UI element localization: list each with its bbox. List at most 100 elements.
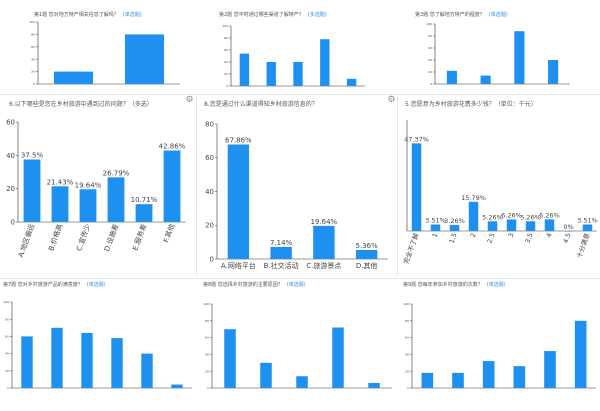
gear-icon[interactable]: ⚙	[185, 95, 194, 105]
bar	[525, 221, 536, 231]
x-tick-label: 2	[469, 232, 478, 239]
chart-panel-4: 6.以下哪些是您在乡村旅游中遇到过的问题？（多选） 0 20 40 60 37.5% A.…	[0, 96, 190, 276]
y-tick-label: 60	[205, 336, 209, 340]
y-tick-label: 100	[403, 302, 409, 306]
data-label: 3.26%	[444, 217, 465, 225]
chart-title-link[interactable]: (多选题)	[307, 12, 327, 18]
chart-title-text: 第1题 您对地方特产相关信息了解吗？	[34, 12, 119, 18]
chart-svg-4: 0 20 40 60 37.5% A.地区偏远 21.43% B.价格高 19.64% C.宣传少…	[6, 118, 186, 259]
chart-svg-5: 0 20 40 60 80 67.86% A.网络平台 7.14% B.社交活动 19.64% C.…	[205, 120, 388, 270]
bar	[506, 219, 517, 231]
y-tick-label: 40	[405, 352, 409, 356]
chart-title: 8.您是通过什么渠道得知乡村旅游信息的？	[204, 99, 318, 108]
data-label: 37.5%	[21, 152, 44, 160]
x-tick-label: 1.5	[448, 232, 459, 244]
column-divider	[397, 96, 398, 276]
x-tick-label: E.服务差	[130, 223, 148, 252]
bar	[332, 327, 344, 388]
y-tick-label: 40	[205, 352, 209, 356]
bar	[107, 177, 125, 222]
data-label: 42.86%	[159, 143, 186, 151]
data-label: 26.79%	[103, 169, 130, 177]
y-tick-label: 100	[426, 22, 432, 26]
y-tick-label: 40	[6, 152, 15, 160]
y-tick-label: 40	[428, 58, 432, 62]
y-tick-label: 80	[224, 36, 228, 40]
bar	[574, 320, 587, 388]
bar	[421, 372, 434, 388]
y-tick-label: 20	[205, 369, 209, 373]
y-tick-label: 60	[6, 118, 15, 126]
chart-title-link[interactable]: (单选题)	[86, 282, 106, 288]
bar	[239, 53, 250, 86]
chart-title-link[interactable]: (单选题)	[122, 12, 142, 18]
y-tick-label: 60	[31, 45, 35, 49]
chart-title: 6.以下哪些是您在乡村旅游中遇到过的问题？（多选）	[9, 99, 153, 108]
bar	[171, 384, 183, 388]
gear-icon[interactable]: ⚙	[387, 95, 396, 105]
y-tick-label: 80	[31, 32, 35, 36]
x-tick-label: D.其他	[356, 261, 378, 270]
bar	[135, 204, 153, 222]
data-label: 10.71%	[131, 196, 158, 204]
y-tick-label: 60	[405, 336, 409, 340]
x-tick-label: F.其他	[161, 223, 176, 244]
x-tick-label: 完全不了解	[401, 231, 421, 265]
bar	[163, 150, 181, 222]
bar	[21, 336, 33, 388]
chart-title-text: 第2题 您平时通过哪些渠道了解特产？	[219, 12, 304, 18]
bar	[124, 34, 165, 84]
column-divider	[196, 96, 197, 276]
data-label: 67.86%	[225, 136, 252, 144]
chart-title-text: 5.您愿意为乡村旅游花费多少钱？（单位：千元）	[405, 101, 537, 108]
bar	[111, 338, 123, 388]
bar	[51, 327, 63, 388]
bar	[270, 246, 292, 259]
chart-title: 第9题 您每年参加乡村旅游的次数？ (单选题)	[403, 281, 506, 288]
data-label: 7.14%	[270, 239, 293, 247]
x-tick-label: 4.5	[562, 232, 573, 244]
bar	[430, 224, 441, 231]
x-tick-label: A.网络平台	[221, 261, 256, 270]
bar	[296, 376, 308, 388]
chart-panel-3: 第3题 您了解地方特产的程度？ (单选题) 0 20 40 60 80 100	[405, 0, 600, 90]
bar	[482, 361, 495, 388]
chart-title-text: 6.以下哪些是您在乡村旅游中遇到过的问题？（多选）	[9, 101, 153, 108]
chart-title-link[interactable]: (单选题)	[486, 282, 506, 288]
chart-panel-7: 第7题 您对乡村旅游产品的满意度？ (单选题) 0 20 40 60 80 100	[0, 280, 195, 411]
data-label: 3.51%	[577, 217, 598, 225]
chart-title: 第7题 您对乡村旅游产品的满意度？ (单选题)	[3, 281, 106, 288]
chart-title-link[interactable]: (单选题)	[488, 12, 508, 18]
bar	[79, 189, 97, 222]
bar	[563, 231, 574, 232]
bar	[293, 62, 303, 86]
y-tick-label: 0	[7, 386, 9, 390]
chart-title-text: 第8题 您选择乡村旅游的主要原因？	[203, 282, 283, 288]
data-label: 47.37%	[404, 135, 429, 143]
x-tick-label: A.地区偏远	[16, 223, 36, 259]
chart-svg-6: 47.37% 完全不了解 3.51% 1 3.26% 1.5 15.79% 2 5.26% 2.5…	[401, 120, 598, 265]
y-tick-label: 20	[6, 185, 15, 193]
chart-svg-1: 0 20 40 60 80 100	[29, 20, 180, 86]
bar	[544, 219, 555, 231]
bar	[411, 143, 422, 231]
data-label: 6.26%	[501, 211, 522, 219]
y-tick-label: 80	[205, 120, 214, 128]
y-tick-label: 40	[224, 60, 228, 64]
bar	[266, 62, 276, 86]
y-tick-label: 100	[3, 300, 9, 304]
row-divider	[0, 94, 600, 95]
x-tick-label: C.宣传少	[74, 223, 92, 253]
bar	[480, 75, 491, 84]
chart-title-link[interactable]: (单选题)	[286, 282, 306, 288]
chart-title-text: 第7题 您对乡村旅游产品的满意度？	[3, 282, 83, 288]
chart-title-text: 第3题 您了解地方特产的程度？	[415, 12, 485, 18]
y-tick-label: 0	[207, 386, 209, 390]
chart-title: 第3题 您了解地方特产的程度？ (单选题)	[415, 11, 508, 18]
x-tick-label: 3.5	[524, 232, 535, 244]
bar	[260, 362, 272, 388]
data-label: 5.26%	[520, 213, 541, 221]
y-tick-label: 0	[11, 218, 15, 226]
bar	[368, 382, 380, 388]
chart-title: 第2题 您平时通过哪些渠道了解特产？ (多选题)	[219, 11, 327, 18]
